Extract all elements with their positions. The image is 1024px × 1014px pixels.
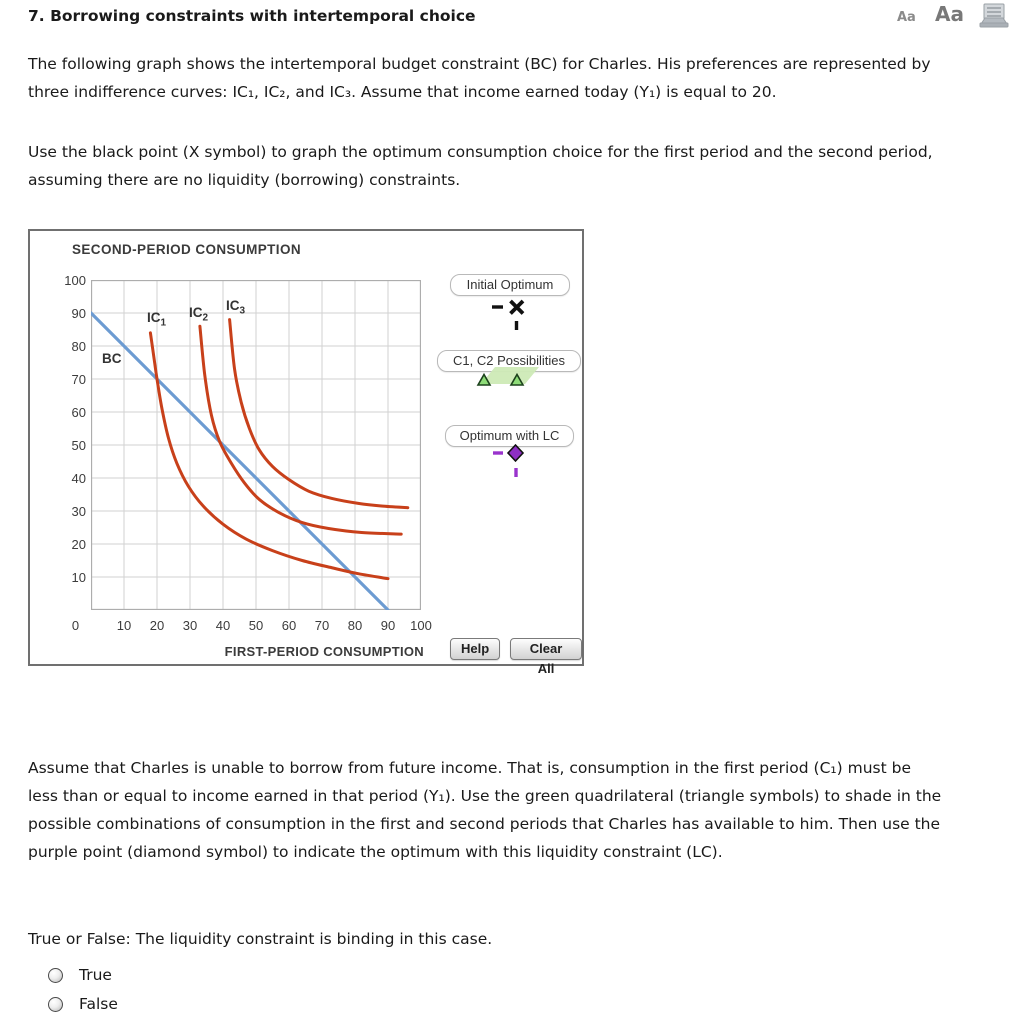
constraint-paragraph-line: purple point (diamond symbol) to indicat… <box>28 843 723 861</box>
instruction-paragraph-line: Use the black point (X symbol) to graph … <box>28 143 933 161</box>
curve-ic1 <box>148 331 390 581</box>
y-tick-label: 50 <box>71 438 86 453</box>
graph-plot-area[interactable] <box>89 279 422 612</box>
print-icon[interactable] <box>979 3 1009 32</box>
option-label-true[interactable]: True <box>79 966 112 984</box>
y-tick-label: 60 <box>71 405 86 420</box>
font-size-small-button[interactable]: Aa <box>897 10 916 25</box>
clear-all-button[interactable]: Clear All <box>510 638 582 676</box>
y-tick-label: 30 <box>71 504 86 519</box>
y-tick-label: 100 <box>64 273 86 288</box>
y-axis-tick-labels: 100 90 80 70 60 50 40 30 20 10 <box>30 273 86 610</box>
radio-true[interactable] <box>48 967 63 983</box>
chart-canvas <box>89 279 422 612</box>
y-axis-title: SECOND-PERIOD CONSUMPTION <box>72 242 302 257</box>
x-tick-label: 70 <box>314 618 330 633</box>
x-axis-tick-labels: 0 10 20 30 40 50 60 70 80 90 100 <box>72 618 432 634</box>
option-row-false: False <box>48 995 118 1013</box>
constraint-paragraph-line: possible combinations of consumption in … <box>28 815 941 833</box>
legend-initial-optimum-label: Initial Optimum <box>450 274 570 296</box>
legend-optimum-with-lc-label: Optimum with LC <box>445 425 574 447</box>
intro-paragraph-line: The following graph shows the intertempo… <box>28 55 931 73</box>
x-tick-label: 100 <box>410 618 432 633</box>
question-title: 7. Borrowing constraints with intertempo… <box>28 7 476 25</box>
x-tick-label: 60 <box>281 618 297 633</box>
curve-ic2 <box>198 324 403 536</box>
x-tick-label: 10 <box>116 618 132 633</box>
y-tick-label: 90 <box>71 306 86 321</box>
font-size-large-button[interactable]: Aa <box>935 2 964 26</box>
x-axis-title: FIRST-PERIOD CONSUMPTION <box>224 644 424 659</box>
y-tick-label: 20 <box>71 537 86 552</box>
legend-c1c2-possibilities-label: C1, C2 Possibilities <box>437 350 581 372</box>
radio-false[interactable] <box>48 996 63 1012</box>
x-tick-label: 90 <box>380 618 396 633</box>
x-tick-label: 30 <box>182 618 198 633</box>
bc-curve-label: BC <box>102 351 122 366</box>
graphing-tool-panel: SECOND-PERIOD CONSUMPTION 100 90 80 70 60 50 4… <box>28 229 584 676</box>
option-row-true: True <box>48 966 112 984</box>
ic3-curve-label: IC3 <box>226 298 246 317</box>
true-false-question: True or False: The liquidity constraint … <box>28 930 493 948</box>
black-x-marker[interactable] <box>480 293 550 340</box>
x-tick-label: 40 <box>215 618 231 633</box>
x-tick-label: 80 <box>347 618 363 633</box>
y-tick-label: 80 <box>71 339 86 354</box>
intro-paragraph-line: three indifference curves: IC₁, IC₂, and… <box>28 83 777 101</box>
curve-ic3 <box>228 318 410 510</box>
constraint-paragraph-line: Assume that Charles is unable to borrow … <box>28 759 911 777</box>
ic1-curve-label: IC1 <box>147 310 167 329</box>
constraint-paragraph-line: less than or equal to income earned in t… <box>28 787 942 805</box>
ic2-curve-label: IC2 <box>189 305 209 324</box>
x-tick-label: 20 <box>149 618 165 633</box>
option-label-false[interactable]: False <box>79 995 118 1013</box>
y-tick-label: 70 <box>71 372 86 387</box>
help-button[interactable]: Help <box>450 638 501 660</box>
y-tick-label: 40 <box>71 471 86 486</box>
instruction-paragraph-line: assuming there are no liquidity (borrowi… <box>28 171 461 189</box>
green-quadrilateral-triangles-marker[interactable] <box>470 361 550 396</box>
x-tick-label: 50 <box>248 618 264 633</box>
purple-diamond-marker[interactable] <box>480 439 540 486</box>
y-tick-label: 10 <box>71 570 86 585</box>
x-tick-label: 0 <box>71 618 80 633</box>
curve-bc <box>89 311 390 612</box>
